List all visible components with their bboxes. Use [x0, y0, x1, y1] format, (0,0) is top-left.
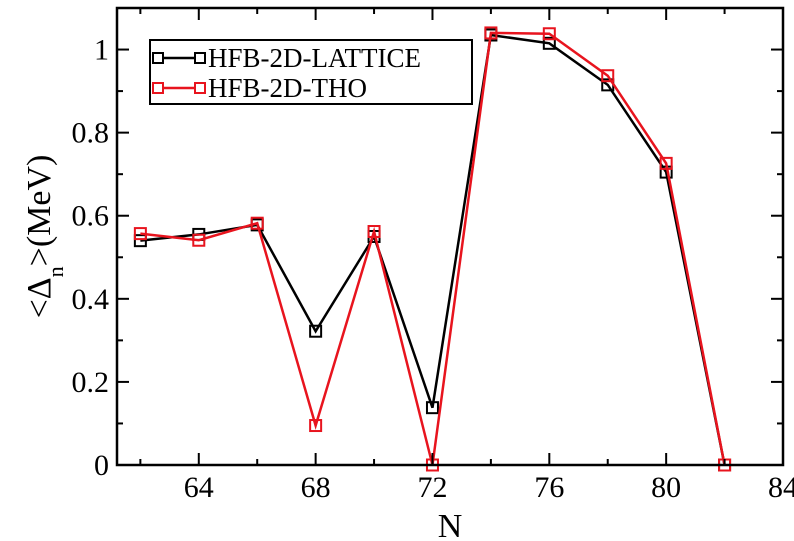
legend-entry: HFB-2D-THO — [152, 73, 367, 103]
y-axis-label-unit: >(MeV) — [21, 155, 58, 267]
data-point — [192, 233, 206, 247]
x-tick-label: 72 — [417, 471, 447, 504]
data-point — [659, 156, 673, 170]
data-point — [367, 225, 381, 239]
x-axis-label: N — [438, 508, 463, 541]
data-point — [601, 69, 615, 83]
data-point — [133, 234, 147, 248]
y-tick-label: 0.6 — [72, 200, 110, 233]
legend-marker — [152, 82, 164, 94]
y-tick-label: 1 — [94, 34, 109, 67]
y-tick-label: 0.2 — [72, 366, 110, 399]
data-point — [133, 227, 147, 241]
legend-label: HFB-2D-LATTICE — [208, 43, 421, 73]
legend-entry: HFB-2D-LATTICE — [152, 43, 421, 73]
axis-ticks: 64 68 72 76 80 84 0 0.2 0.4 0.6 0.8 1 — [72, 7, 794, 504]
x-tick-label: 68 — [301, 471, 331, 504]
data-point — [542, 27, 556, 41]
legend-label: HFB-2D-THO — [208, 73, 367, 103]
legend-marker — [194, 82, 206, 94]
x-tick-label: 84 — [768, 471, 794, 504]
plot-frame — [115, 6, 785, 467]
data-point — [309, 324, 323, 338]
y-axis-label-subscript: n — [43, 266, 68, 277]
x-tick-label: 64 — [184, 471, 214, 504]
y-tick-label: 0.8 — [72, 117, 110, 150]
y-tick-label: 0.4 — [72, 283, 110, 316]
data-point — [250, 216, 264, 230]
data-point — [542, 36, 556, 50]
legend-marker — [194, 52, 206, 64]
data-point — [484, 26, 498, 40]
data-point — [425, 401, 439, 415]
y-axis-label-main: <Δ — [21, 277, 58, 318]
x-tick-label: 80 — [651, 471, 681, 504]
x-tick-label: 76 — [534, 471, 564, 504]
data-point — [309, 419, 323, 433]
y-tick-label: 0 — [94, 449, 109, 482]
legend-marker — [152, 52, 164, 64]
y-axis-label: <Δn>(MeV) — [21, 155, 68, 319]
